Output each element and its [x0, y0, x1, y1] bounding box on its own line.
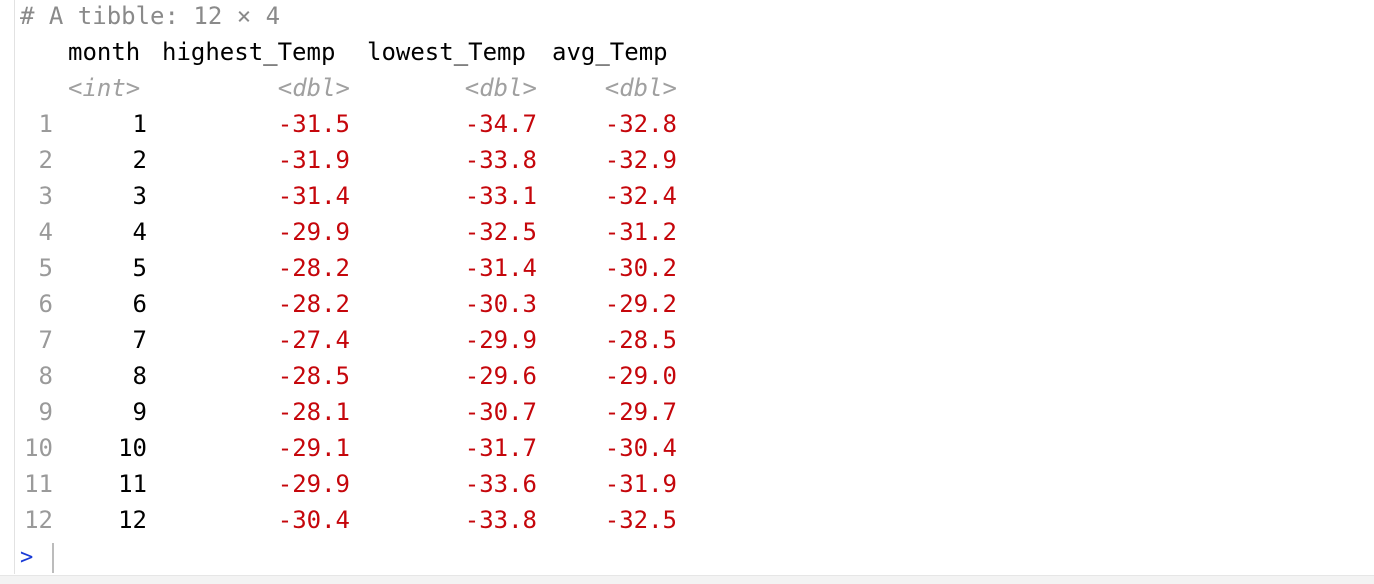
cell-avg-temp: -32.9 — [604, 146, 677, 174]
console-left-border — [14, 0, 15, 574]
cell-highest-temp: -28.1 — [277, 398, 350, 426]
column-header-row: month highest_Temp lowest_Temp avg_Temp — [20, 34, 720, 70]
cell-avg-temp: -32.8 — [604, 110, 677, 138]
table-row: 4 4 -29.9 -32.5 -31.2 — [20, 214, 720, 250]
cell-highest-temp: -31.5 — [277, 110, 350, 138]
cell-avg-temp: -29.7 — [604, 398, 677, 426]
table-row: 12 12 -30.4 -33.8 -32.5 — [20, 502, 720, 538]
row-index: 2 — [38, 146, 53, 174]
column-type-avg-temp: <dbl> — [604, 74, 677, 102]
column-type-lowest-temp: <dbl> — [464, 74, 537, 102]
cell-month: 6 — [132, 290, 147, 318]
row-index: 11 — [24, 470, 53, 498]
cell-highest-temp: -29.9 — [277, 218, 350, 246]
row-index: 5 — [38, 254, 53, 282]
cell-highest-temp: -27.4 — [277, 326, 350, 354]
table-row: 11 11 -29.9 -33.6 -31.9 — [20, 466, 720, 502]
table-row: 8 8 -28.5 -29.6 -29.0 — [20, 358, 720, 394]
cell-lowest-temp: -33.6 — [464, 470, 537, 498]
table-row: 10 10 -29.1 -31.7 -30.4 — [20, 430, 720, 466]
cell-avg-temp: -28.5 — [604, 326, 677, 354]
cell-month: 5 — [132, 254, 147, 282]
table-row: 7 7 -27.4 -29.9 -28.5 — [20, 322, 720, 358]
column-type-month: <int> — [68, 74, 141, 102]
cell-lowest-temp: -29.6 — [464, 362, 537, 390]
column-name-avg-temp: avg_Temp — [552, 38, 668, 66]
cell-lowest-temp: -31.4 — [464, 254, 537, 282]
cell-month: 2 — [132, 146, 147, 174]
cell-month: 10 — [118, 434, 147, 462]
text-cursor — [52, 543, 54, 573]
column-type-highest-temp: <dbl> — [277, 74, 350, 102]
cell-avg-temp: -30.2 — [604, 254, 677, 282]
cell-highest-temp: -31.9 — [277, 146, 350, 174]
cell-avg-temp: -31.9 — [604, 470, 677, 498]
cell-lowest-temp: -30.7 — [464, 398, 537, 426]
cell-month: 11 — [118, 470, 147, 498]
cell-month: 12 — [118, 506, 147, 534]
row-index: 9 — [38, 398, 53, 426]
table-row: 9 9 -28.1 -30.7 -29.7 — [20, 394, 720, 430]
table-row: 6 6 -28.2 -30.3 -29.2 — [20, 286, 720, 322]
cell-month: 7 — [132, 326, 147, 354]
cell-highest-temp: -28.5 — [277, 362, 350, 390]
cell-highest-temp: -29.1 — [277, 434, 350, 462]
table-row: 5 5 -28.2 -31.4 -30.2 — [20, 250, 720, 286]
cell-lowest-temp: -32.5 — [464, 218, 537, 246]
cell-lowest-temp: -34.7 — [464, 110, 537, 138]
tibble-header-comment: # A tibble: 12 × 4 — [20, 2, 281, 30]
cell-lowest-temp: -29.9 — [464, 326, 537, 354]
cell-lowest-temp: -33.8 — [464, 506, 537, 534]
row-index: 12 — [24, 506, 53, 534]
row-index: 4 — [38, 218, 53, 246]
column-type-row: <int> <dbl> <dbl> <dbl> — [20, 70, 720, 106]
cell-highest-temp: -30.4 — [277, 506, 350, 534]
console-bottom-edge — [0, 575, 1374, 584]
cell-lowest-temp: -31.7 — [464, 434, 537, 462]
cell-lowest-temp: -30.3 — [464, 290, 537, 318]
prompt-symbol: > — [20, 545, 34, 570]
cell-avg-temp: -29.0 — [604, 362, 677, 390]
cell-month: 9 — [132, 398, 147, 426]
cell-lowest-temp: -33.1 — [464, 182, 537, 210]
row-index: 1 — [38, 110, 53, 138]
cell-highest-temp: -28.2 — [277, 254, 350, 282]
row-index: 7 — [38, 326, 53, 354]
cell-highest-temp: -31.4 — [277, 182, 350, 210]
row-index: 8 — [38, 362, 53, 390]
table-row: 1 1 -31.5 -34.7 -32.8 — [20, 106, 720, 142]
column-name-month: month — [68, 38, 141, 66]
cell-month: 4 — [132, 218, 147, 246]
cell-highest-temp: -29.9 — [277, 470, 350, 498]
cell-month: 3 — [132, 182, 147, 210]
cell-avg-temp: -32.4 — [604, 182, 677, 210]
cell-lowest-temp: -33.8 — [464, 146, 537, 174]
cell-avg-temp: -32.5 — [604, 506, 677, 534]
cell-month: 8 — [132, 362, 147, 390]
row-index: 10 — [24, 434, 53, 462]
table-row: 2 2 -31.9 -33.8 -32.9 — [20, 142, 720, 178]
cell-avg-temp: -31.2 — [604, 218, 677, 246]
row-index: 3 — [38, 182, 53, 210]
row-index: 6 — [38, 290, 53, 318]
cell-avg-temp: -29.2 — [604, 290, 677, 318]
cell-avg-temp: -30.4 — [604, 434, 677, 462]
table-row: 3 3 -31.4 -33.1 -32.4 — [20, 178, 720, 214]
column-name-lowest-temp: lowest_Temp — [367, 38, 526, 66]
cell-highest-temp: -28.2 — [277, 290, 350, 318]
cell-month: 1 — [132, 110, 147, 138]
column-name-highest-temp: highest_Temp — [162, 38, 336, 66]
